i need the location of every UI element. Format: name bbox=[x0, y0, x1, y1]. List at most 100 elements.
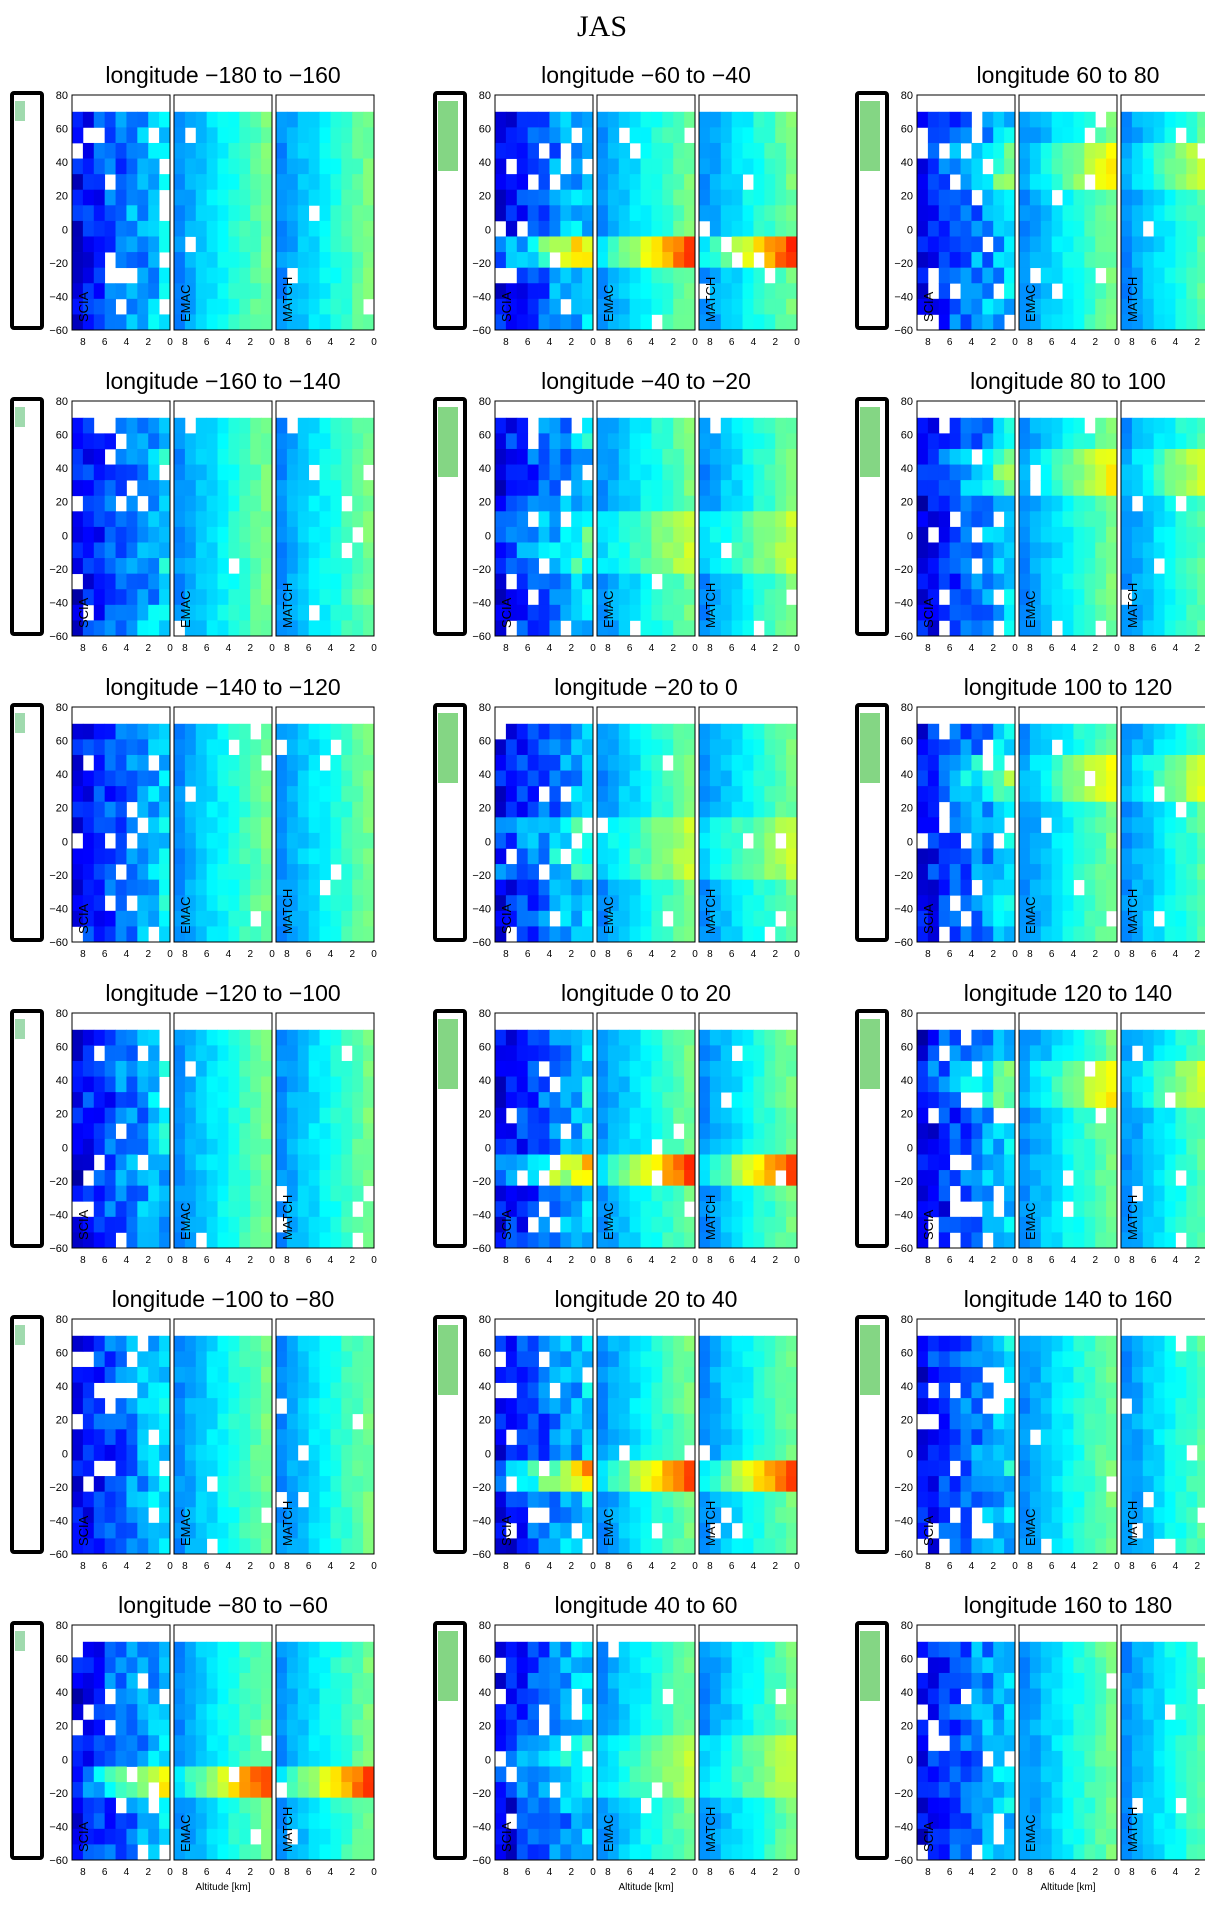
heatmap-cell bbox=[764, 1672, 776, 1689]
heatmap-cell bbox=[72, 174, 84, 191]
heatmap-cell bbox=[720, 589, 733, 606]
heatmap-cell bbox=[174, 1522, 186, 1539]
heatmap-cell bbox=[571, 495, 583, 512]
panel-border bbox=[596, 706, 696, 943]
heatmap-cell bbox=[720, 1413, 733, 1430]
heatmap-cell bbox=[174, 1844, 186, 1861]
heatmap-cell bbox=[297, 1766, 310, 1783]
heatmap-cell bbox=[560, 220, 572, 237]
heatmap-cell bbox=[629, 433, 641, 450]
x-axis-label: Altitude [km] bbox=[195, 1882, 250, 1893]
heatmap-cell bbox=[195, 1092, 208, 1109]
x-tick-label: 0 bbox=[590, 1561, 596, 1572]
heatmap-cell bbox=[1029, 236, 1042, 253]
heatmap-cell bbox=[699, 1201, 711, 1218]
heatmap-cell bbox=[607, 1060, 620, 1077]
heatmap-cell bbox=[607, 236, 620, 253]
heatmap-cell bbox=[72, 1029, 84, 1046]
heatmap-cell bbox=[582, 1138, 594, 1155]
heatmap-cell bbox=[276, 158, 288, 175]
heatmap-cell bbox=[115, 1335, 127, 1352]
heatmap-cell bbox=[308, 1704, 320, 1721]
heatmap-cell bbox=[206, 1138, 218, 1155]
heatmap-cell bbox=[276, 283, 288, 300]
heatmap-cell bbox=[174, 895, 186, 912]
heatmap-cell bbox=[764, 1735, 776, 1752]
heatmap-cell bbox=[651, 1735, 663, 1752]
heatmap-cell bbox=[217, 1154, 229, 1171]
heatmap-cell bbox=[308, 417, 320, 434]
x-tick-label: 8 bbox=[503, 1255, 509, 1266]
heatmap-cell bbox=[297, 1797, 310, 1814]
heatmap-cell bbox=[505, 1641, 518, 1658]
heatmap-cell bbox=[174, 754, 186, 771]
heatmap-cell bbox=[206, 142, 218, 159]
heatmap-cell bbox=[206, 1154, 218, 1171]
heatmap-cell bbox=[126, 1045, 138, 1062]
heatmap-cell bbox=[330, 879, 342, 896]
panel-border bbox=[698, 94, 798, 331]
heatmap-cell bbox=[82, 620, 95, 637]
heatmap-cell bbox=[582, 111, 594, 128]
heatmap-cell bbox=[720, 314, 733, 331]
heatmap-cell bbox=[662, 464, 674, 481]
heatmap-cell bbox=[1095, 283, 1107, 300]
heatmap-cell bbox=[276, 495, 288, 512]
heatmap-cell bbox=[651, 864, 663, 881]
heatmap-cell bbox=[618, 1719, 631, 1736]
heatmap-cell bbox=[949, 236, 961, 253]
heatmap-cell bbox=[137, 174, 149, 191]
heatmap-cell bbox=[662, 526, 674, 543]
heatmap-cell bbox=[184, 1750, 197, 1767]
heatmap-cell bbox=[1040, 174, 1053, 191]
heatmap-cell bbox=[148, 1641, 160, 1658]
heatmap-cell bbox=[618, 1688, 631, 1705]
heatmap-cell bbox=[174, 252, 186, 269]
heatmap-cell bbox=[549, 817, 561, 834]
heatmap-cell bbox=[148, 1688, 160, 1705]
heatmap-cell bbox=[174, 526, 186, 543]
heatmap-cell bbox=[159, 542, 171, 559]
heatmap-cell bbox=[72, 1092, 84, 1109]
heatmap-cell bbox=[549, 1201, 561, 1218]
heatmap-cell bbox=[775, 1538, 787, 1555]
heatmap-cell bbox=[764, 1766, 776, 1783]
heatmap-cell bbox=[662, 1123, 674, 1140]
heatmap-cell bbox=[217, 1045, 229, 1062]
heatmap-cell bbox=[538, 542, 550, 559]
heatmap-cell bbox=[308, 1154, 320, 1171]
heatmap-cell bbox=[786, 879, 798, 896]
heatmap-cell bbox=[527, 1538, 539, 1555]
heatmap-cell bbox=[286, 1232, 299, 1249]
heatmap-cell bbox=[148, 111, 160, 128]
heatmap-cell bbox=[699, 1735, 711, 1752]
heatmap-cell bbox=[93, 1092, 106, 1109]
heatmap-cell bbox=[775, 298, 787, 315]
y-tick-label: 60 bbox=[479, 430, 491, 442]
heatmap-cell bbox=[775, 267, 787, 284]
heatmap-cell bbox=[571, 142, 583, 159]
heatmap-cell bbox=[137, 926, 149, 943]
heatmap-cell bbox=[582, 1029, 594, 1046]
heatmap-cell bbox=[276, 1828, 288, 1845]
heatmap-cell bbox=[319, 1060, 331, 1077]
heatmap-cell bbox=[239, 417, 251, 434]
heatmap-cell bbox=[352, 1460, 364, 1477]
y-tick-label: 60 bbox=[479, 1348, 491, 1360]
heatmap-cell bbox=[597, 1170, 609, 1187]
heatmap-cell bbox=[137, 1735, 149, 1752]
heatmap-cell bbox=[286, 1154, 299, 1171]
heatmap-cell bbox=[775, 1828, 787, 1845]
heatmap-cell bbox=[1095, 252, 1107, 269]
panel-border bbox=[173, 1624, 273, 1861]
heatmap-cell bbox=[126, 448, 138, 465]
heatmap-cell bbox=[709, 770, 722, 787]
y-tick-label: 20 bbox=[479, 1415, 491, 1427]
heatmap-cell bbox=[582, 1398, 594, 1415]
heatmap-cell bbox=[228, 1398, 240, 1415]
x-tick-label: 8 bbox=[284, 1561, 290, 1572]
heatmap-cell bbox=[137, 1382, 149, 1399]
heatmap-cell bbox=[1051, 174, 1063, 191]
heatmap-cell bbox=[93, 283, 106, 300]
heatmap-cell bbox=[618, 1813, 631, 1830]
